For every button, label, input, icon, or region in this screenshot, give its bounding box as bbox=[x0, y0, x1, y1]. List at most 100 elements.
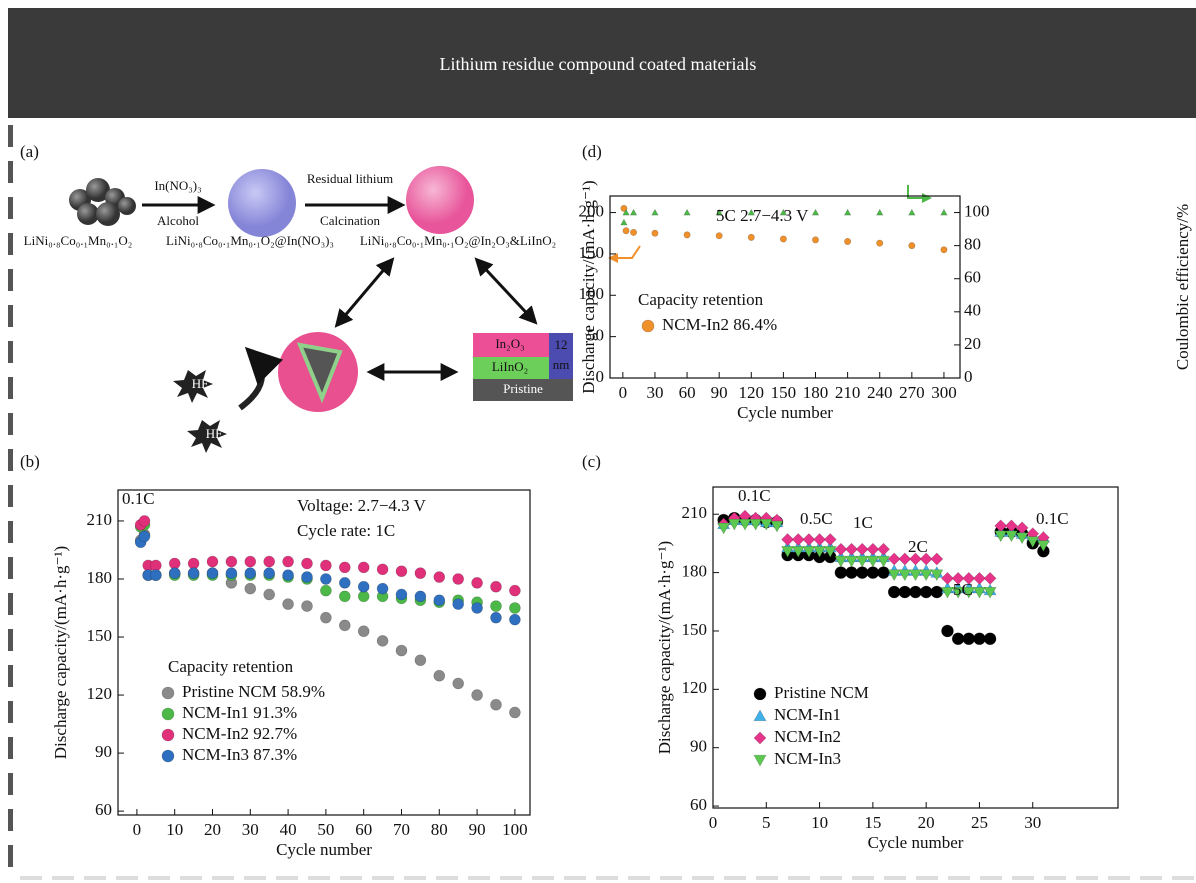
header-title: Lithium residue compound coated material… bbox=[440, 54, 757, 74]
bottom-dash bbox=[308, 876, 330, 880]
legend-marker bbox=[161, 728, 175, 742]
edge-dash bbox=[8, 701, 13, 723]
edge-dash bbox=[8, 773, 13, 795]
data-point bbox=[845, 555, 859, 568]
bottom-dash bbox=[1076, 876, 1098, 880]
data-point bbox=[282, 555, 294, 568]
data-point bbox=[843, 208, 852, 216]
coated-particle bbox=[228, 169, 296, 237]
annotation: 0.1C bbox=[122, 489, 155, 508]
data-point bbox=[244, 567, 257, 579]
material-label: LiNi₀.₈Co₀.₁Mn₀.₁O₂ bbox=[24, 233, 133, 248]
data-point bbox=[149, 569, 162, 581]
data-point bbox=[206, 555, 219, 568]
x-tick-label: 270 bbox=[899, 383, 925, 402]
data-point bbox=[1026, 536, 1040, 549]
data-point bbox=[919, 569, 933, 582]
data-point bbox=[683, 231, 691, 239]
material-label: LiNi₀.₈Co₀.₁Mn₀.₁O₂@In(NO₃)₃ bbox=[166, 233, 334, 248]
data-point bbox=[357, 580, 370, 593]
edge-dash bbox=[8, 845, 13, 867]
data-point bbox=[983, 572, 997, 585]
legend-label: Pristine NCM bbox=[774, 683, 869, 702]
x-tick-label: 30 bbox=[646, 383, 663, 402]
panel-label: (c) bbox=[582, 452, 601, 471]
data-point bbox=[876, 239, 884, 247]
bottom-dash bbox=[1044, 876, 1066, 880]
annotation: 0.5C bbox=[800, 509, 833, 528]
data-point bbox=[717, 522, 731, 535]
data-point bbox=[301, 571, 313, 583]
x-tick-label: 15 bbox=[864, 813, 881, 832]
legend-marker bbox=[161, 686, 175, 700]
data-point bbox=[320, 584, 332, 597]
data-point bbox=[187, 567, 200, 579]
data-point bbox=[683, 208, 691, 216]
x-tick-label: 90 bbox=[469, 820, 486, 839]
layer bbox=[473, 379, 573, 401]
data-point bbox=[759, 518, 773, 531]
bottom-dash bbox=[244, 876, 266, 880]
data-point bbox=[376, 635, 389, 647]
edge-dash bbox=[8, 305, 13, 327]
legend-label: NCM-In2 86.4% bbox=[662, 315, 777, 334]
species: HF bbox=[192, 376, 209, 391]
bottom-dash bbox=[436, 876, 458, 880]
layer-label: In₂O₃ bbox=[495, 336, 524, 351]
arrow bbox=[474, 257, 538, 325]
edge-dash bbox=[8, 593, 13, 615]
data-point bbox=[823, 533, 837, 546]
bottom-dash bbox=[724, 876, 746, 880]
data-point bbox=[919, 552, 933, 566]
bottom-dash bbox=[20, 876, 42, 880]
x-axis-label: Cycle number bbox=[276, 840, 372, 859]
data-point bbox=[1036, 540, 1050, 552]
data-point bbox=[930, 569, 944, 582]
x-tick-label: 0 bbox=[133, 820, 142, 839]
bottom-dash bbox=[628, 876, 650, 880]
y2-tick-label: 0 bbox=[964, 367, 973, 386]
data-point bbox=[149, 559, 162, 572]
annotation: 0.1C bbox=[1036, 509, 1069, 528]
y-tick-label: 50 bbox=[587, 326, 604, 345]
x-tick-label: 0 bbox=[709, 813, 718, 832]
edge-dash bbox=[8, 269, 13, 291]
legend-marker bbox=[161, 707, 175, 721]
bottom-dash bbox=[820, 876, 842, 880]
edge-dash bbox=[8, 233, 13, 255]
bottom-dash bbox=[148, 876, 170, 880]
bottom-dash bbox=[660, 876, 682, 880]
edge-dash bbox=[8, 161, 13, 183]
bottom-dash bbox=[980, 876, 1002, 880]
y-tick-label: 180 bbox=[87, 568, 113, 587]
data-point bbox=[930, 552, 944, 566]
x-tick-label: 60 bbox=[355, 820, 372, 839]
data-point bbox=[206, 567, 219, 579]
data-point bbox=[908, 242, 916, 250]
data-point bbox=[898, 585, 912, 599]
y-tick-label: 200 bbox=[579, 201, 605, 220]
y2-axis-label: Coulombic efficiency/% bbox=[1173, 204, 1192, 370]
data-point bbox=[301, 600, 313, 612]
x-tick-label: 60 bbox=[679, 383, 696, 402]
data-point bbox=[877, 566, 890, 579]
data-point bbox=[338, 590, 351, 603]
y-axis-label: Discharge capacity/(mA·h·g⁻¹) bbox=[655, 541, 674, 754]
process: Calcination bbox=[320, 213, 380, 228]
edge-dash bbox=[8, 377, 13, 399]
data-point bbox=[866, 566, 880, 579]
legend-marker bbox=[753, 687, 767, 701]
curved-arrow bbox=[238, 346, 284, 411]
data-point bbox=[301, 557, 313, 570]
legend-label: NCM-In1 bbox=[774, 705, 841, 724]
data-point bbox=[941, 624, 954, 638]
data-point bbox=[845, 542, 858, 556]
bottom-dash bbox=[500, 876, 522, 880]
bottom-dash bbox=[372, 876, 394, 880]
data-point bbox=[791, 546, 805, 558]
thickness: 12 bbox=[555, 337, 568, 352]
data-point bbox=[471, 602, 483, 614]
x-tick-label: 240 bbox=[867, 383, 893, 402]
data-point bbox=[620, 204, 628, 212]
